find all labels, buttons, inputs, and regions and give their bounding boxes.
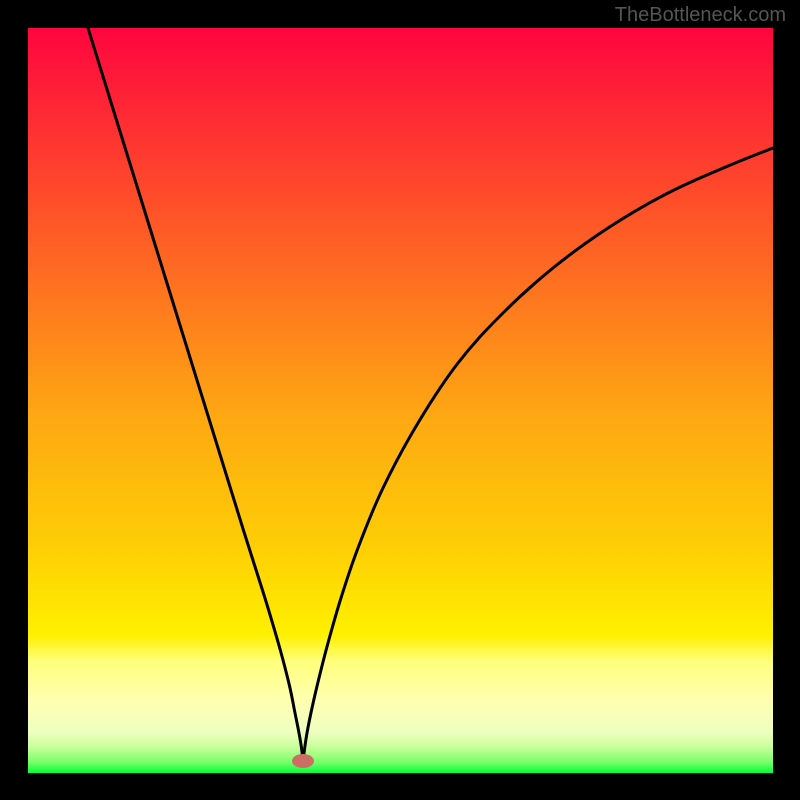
watermark-text: TheBottleneck.com <box>615 4 786 27</box>
series-right-branch <box>303 148 773 761</box>
chart-curves <box>28 28 773 773</box>
chart-vertex-marker <box>292 754 314 768</box>
series-left-branch <box>88 28 303 761</box>
chart-plot-area <box>28 28 773 773</box>
